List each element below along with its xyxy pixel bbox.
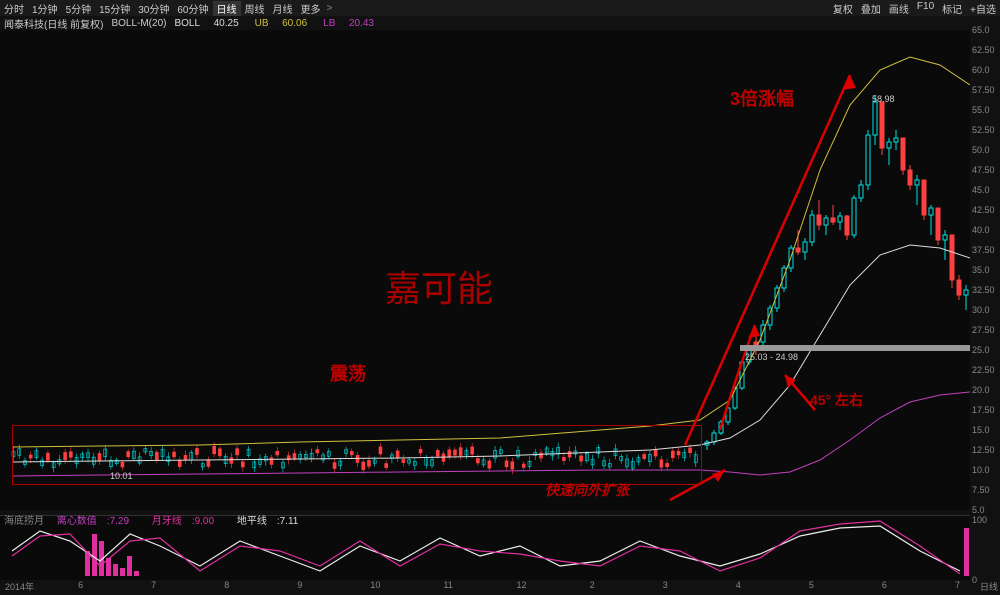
tool-+自选[interactable]: +自选	[966, 1, 1000, 16]
boll-val: BOLL: 40.25	[174, 18, 246, 29]
timeframe-1分钟[interactable]: 1分钟	[28, 1, 62, 16]
price-mid: 25.03 - 24.98	[745, 352, 798, 362]
arrow-3x	[685, 75, 856, 445]
ub-val: UB: 60.06	[255, 18, 316, 29]
stock-label: 闻泰科技(日线 前复权)	[4, 16, 103, 31]
timeframe-toolbar: 分时1分钟5分钟15分钟30分钟60分钟日线周线月线更多 > 复权叠加画线F10…	[0, 0, 1000, 16]
timeframe-分时[interactable]: 分时	[0, 1, 28, 16]
lb-val: LB: 20.43	[323, 18, 382, 29]
price-low: 10.01	[110, 471, 133, 481]
chart-container: 分时1分钟5分钟15分钟30分钟60分钟日线周线月线更多 > 复权叠加画线F10…	[0, 0, 1000, 595]
tool-复权[interactable]: 复权	[829, 1, 857, 16]
price-high: 58.98	[872, 94, 895, 104]
support-line	[740, 345, 970, 351]
tool-标记[interactable]: 标记	[938, 1, 966, 16]
tool-F10[interactable]: F10	[913, 1, 938, 16]
time-axis: 2014年6789101112234567	[0, 580, 970, 595]
timeframe-周线[interactable]: 周线	[241, 1, 269, 16]
arrow-45	[785, 375, 815, 410]
timeframe-月线[interactable]: 月线	[269, 1, 297, 16]
timeframe-60分钟[interactable]: 60分钟	[173, 1, 212, 16]
timeframe-5分钟[interactable]: 5分钟	[62, 1, 96, 16]
timeframe-更多[interactable]: 更多	[297, 1, 325, 16]
sub-axis: 0100	[970, 515, 1000, 580]
boll-name: BOLL-M(20)	[111, 18, 166, 29]
sub-indicator-label: 海底捞月 离心数值:7.29 月牙线:9.00 地平线:7.11	[4, 512, 318, 527]
timeframe-30分钟[interactable]: 30分钟	[134, 1, 173, 16]
indicator-bar: 闻泰科技(日线 前复权) BOLL-M(20) BOLL: 40.25 UB: …	[0, 16, 1000, 30]
tool-画线[interactable]: 画线	[885, 1, 913, 16]
timeframe-日线[interactable]: 日线	[213, 1, 241, 16]
timeframe-15分钟[interactable]: 15分钟	[95, 1, 134, 16]
tool-叠加[interactable]: 叠加	[857, 1, 885, 16]
price-axis: 65.062.5060.057.5055.052.5050.047.5045.0…	[970, 30, 1000, 510]
timeframe-label: 日线	[980, 580, 998, 593]
